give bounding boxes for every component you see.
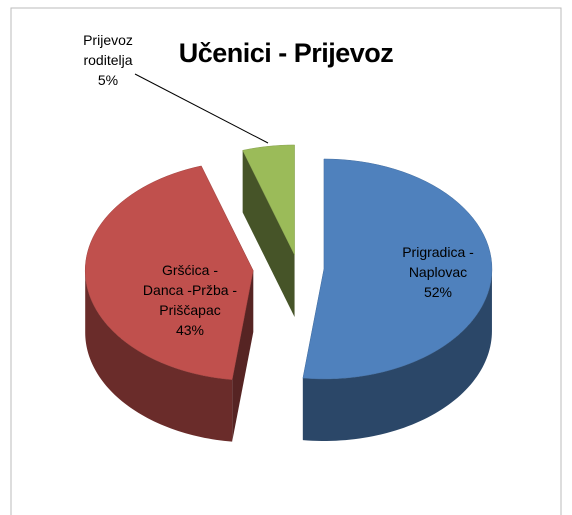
slice-wall xyxy=(85,270,233,442)
frame xyxy=(10,7,562,515)
data-label: Prijevoz roditelja 5% xyxy=(68,30,148,90)
slice-side xyxy=(242,150,295,317)
chart-title: Učenici - Prijevoz xyxy=(178,38,394,68)
slice xyxy=(302,158,493,380)
category-label: Prigradica - Naplovac xyxy=(402,244,474,280)
category-label: Prijevoz roditelja xyxy=(83,32,133,68)
slice xyxy=(242,144,295,256)
category-label: Gršćica - Danca -Pržba - Priščapac xyxy=(142,262,238,318)
data-label: Gršćica - Danca -Pržba - Priščapac 43% xyxy=(140,260,240,340)
value-label: 5% xyxy=(97,72,119,88)
slice-wall xyxy=(302,268,492,441)
slice xyxy=(84,165,254,380)
value-label: 52% xyxy=(423,284,453,300)
leader-line xyxy=(134,73,269,144)
data-label: Prigradica - Naplovac 52% xyxy=(388,242,488,302)
value-label: 43% xyxy=(175,322,205,338)
